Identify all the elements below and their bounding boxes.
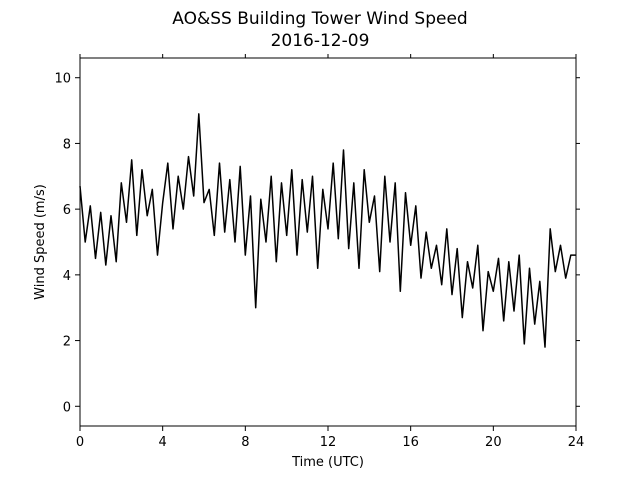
x-axis-label: Time (UTC) [291,455,364,470]
chart-title: AO&SS Building Tower Wind Speed [172,9,467,29]
y-tick-label: 0 [63,400,71,415]
chart-subtitle: 2016-12-09 [271,31,370,51]
x-tick-label: 16 [402,435,419,450]
series-layer [79,113,576,348]
x-tick-label: 24 [568,435,585,450]
wind-speed-series-line [79,113,576,348]
y-tick-label: 8 [63,137,71,152]
y-axis-label: Wind Speed (m/s) [33,184,48,300]
plot-frame [79,57,577,427]
x-tick-label: 20 [485,435,502,450]
y-tick-label: 6 [63,203,71,218]
x-tick-label: 8 [241,435,249,450]
y-tick-label: 2 [63,335,71,350]
y-tick-label: 10 [54,72,71,87]
y-tick-label: 4 [63,269,71,284]
x-tick-label: 0 [76,435,84,450]
x-tick-label: 12 [320,435,337,450]
x-tick-label: 4 [159,435,167,450]
